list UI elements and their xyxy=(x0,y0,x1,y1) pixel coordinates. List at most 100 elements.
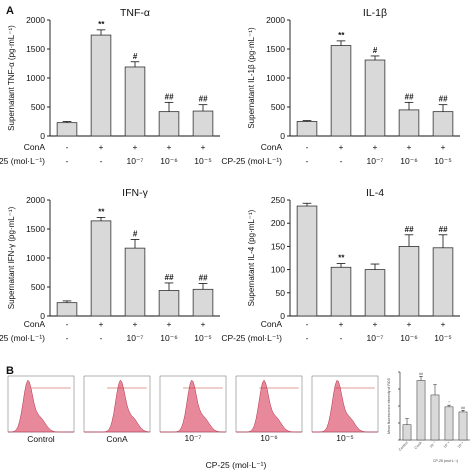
histogram xyxy=(312,380,378,433)
significance-mark: ** xyxy=(338,31,345,40)
chart-4: 0 50 100 150 200 250 IL-4 Supernatant IL-4 (pg·… xyxy=(247,187,460,321)
bar xyxy=(56,302,78,317)
cona-label: ConA xyxy=(24,319,46,329)
bar xyxy=(398,109,420,137)
cp25-value: - xyxy=(66,156,69,166)
cp25-label: CP-25 (mol·L⁻¹) xyxy=(221,333,282,343)
bar xyxy=(192,288,214,317)
cona-value: - xyxy=(306,319,309,329)
y-axis-label: Supernatant IL-1β (pg·mL⁻¹) xyxy=(247,27,256,129)
cona-value: - xyxy=(66,142,69,152)
cona-value: + xyxy=(339,319,344,329)
bar xyxy=(124,247,146,317)
significance-mark: ## xyxy=(439,225,448,234)
panel-label-a: A xyxy=(6,5,14,17)
cp25-value: 10⁻⁵ xyxy=(434,156,451,166)
bar xyxy=(296,205,318,317)
significance-mark: # xyxy=(373,46,378,55)
flow-label: 10⁻⁶ xyxy=(260,433,277,443)
condition-table-2: ConA CP-25 (mol·L⁻¹) - + + + + - - 10⁻⁷ 10⁻⁶ 10⁻⁵ xyxy=(221,142,451,166)
y-tick-label: 1000 xyxy=(26,253,45,263)
significance-mark: ## xyxy=(165,273,174,282)
y-tick-label: 2000 xyxy=(266,15,285,25)
cp25-value: - xyxy=(306,156,309,166)
cp25-value: 10⁻⁵ xyxy=(434,333,451,343)
y-tick-label: 2000 xyxy=(26,195,45,205)
bar xyxy=(458,411,468,441)
cp25-value: - xyxy=(306,333,309,343)
y-axis-label: Mean fluorescence intensity of ROS xyxy=(387,377,391,433)
histogram xyxy=(160,380,226,433)
condition-table-3: ConA CP-25 (mol·L⁻¹) - + + + + - - 10⁻⁷ 10⁻⁶ 10⁻⁵ xyxy=(0,319,212,343)
significance-mark: * xyxy=(448,401,450,405)
cp25-value: - xyxy=(100,156,103,166)
bar xyxy=(330,266,352,317)
cona-value: + xyxy=(339,142,344,152)
y-tick-label: 1000 xyxy=(266,73,285,83)
x-tick-label: ConA xyxy=(414,440,423,449)
y-tick-label: 0 xyxy=(40,131,45,141)
flow-label: Control xyxy=(27,434,55,444)
cp25-value: 10⁻⁵ xyxy=(194,156,211,166)
histogram xyxy=(8,379,74,433)
flow-group-label: CP-25 (mol·L⁻¹) xyxy=(206,460,267,470)
bar xyxy=(432,247,454,317)
condition-tables: ConA CP-25 (mol·L⁻¹) - + + + + - - 10⁻⁷ 10⁻⁶ 10⁻⁵ Co… xyxy=(0,142,452,343)
flow-panel-2: ConA xyxy=(83,375,151,444)
significance-mark: ## xyxy=(419,372,423,376)
bar xyxy=(432,111,454,137)
chart-1: 0 500 1000 1500 2000 TNF-α Supernatant TNF-α (… xyxy=(7,7,220,141)
flow-label: ConA xyxy=(106,434,128,444)
cona-value: + xyxy=(133,142,138,152)
bar xyxy=(90,220,112,317)
bar-charts: 0 500 1000 1500 2000 TNF-α Supernatant TNF-α (… xyxy=(7,7,470,463)
cp25-value: - xyxy=(340,333,343,343)
cona-value: + xyxy=(407,319,412,329)
cona-label: ConA xyxy=(24,142,46,152)
flow-frame xyxy=(311,375,379,433)
cona-value: + xyxy=(373,142,378,152)
flow-panel-3: 10⁻⁷ xyxy=(159,375,227,443)
x-tick-label: 10⁻⁶ xyxy=(443,440,451,448)
y-tick-label: 1500 xyxy=(26,224,45,234)
cona-value: + xyxy=(167,142,172,152)
cona-value: + xyxy=(99,142,104,152)
significance-mark: ** xyxy=(98,207,105,216)
panel-label-b: B xyxy=(6,365,14,377)
x-tick-label: 10⁻⁵ xyxy=(457,440,465,448)
y-tick-label: 2000 xyxy=(26,15,45,25)
significance-mark: ## xyxy=(199,274,208,283)
chart-title: IFN-γ xyxy=(122,187,148,199)
chart-title: TNF-α xyxy=(120,7,150,19)
cp25-value: 10⁻⁶ xyxy=(400,156,417,166)
flow-label: 10⁻⁵ xyxy=(336,433,353,443)
y-axis-label: Supernatant TNF-α (pg·mL⁻¹) xyxy=(7,25,16,131)
cp25-label: CP-25 (mol·L⁻¹) xyxy=(0,156,45,166)
cona-value: - xyxy=(306,142,309,152)
chart-2: 0 500 1000 1500 2000 IL-1β Supernatant IL-1β (… xyxy=(247,7,460,141)
flow-panel-5: 10⁻⁵ xyxy=(311,375,379,443)
bar xyxy=(124,66,146,137)
y-axis-label: Supernatant IL-4 (pg·mL⁻¹) xyxy=(247,209,256,306)
cp25-value: 10⁻⁶ xyxy=(400,333,417,343)
cp25-value: 10⁻⁷ xyxy=(366,156,383,166)
x-tick-label: 10⁻⁷ xyxy=(429,440,437,448)
cp25-value: 10⁻⁷ xyxy=(126,156,143,166)
cp25-value: 10⁻⁷ xyxy=(366,333,383,343)
cona-value: - xyxy=(66,319,69,329)
y-tick-label: 500 xyxy=(271,102,285,112)
bar xyxy=(416,380,426,441)
significance-mark: ## xyxy=(461,406,465,410)
cona-value: + xyxy=(201,319,206,329)
cona-label: ConA xyxy=(261,142,283,152)
y-tick-label: 500 xyxy=(31,282,45,292)
significance-mark: ## xyxy=(405,92,414,101)
chart-title: IL-1β xyxy=(363,7,387,19)
significance-mark: ** xyxy=(98,20,105,29)
cp25-value: 10⁻⁶ xyxy=(160,156,177,166)
flow-panel-1: Control xyxy=(7,375,75,444)
cp25-value: - xyxy=(340,156,343,166)
y-tick-label: 1000 xyxy=(26,73,45,83)
y-tick-label: 200 xyxy=(271,218,285,228)
